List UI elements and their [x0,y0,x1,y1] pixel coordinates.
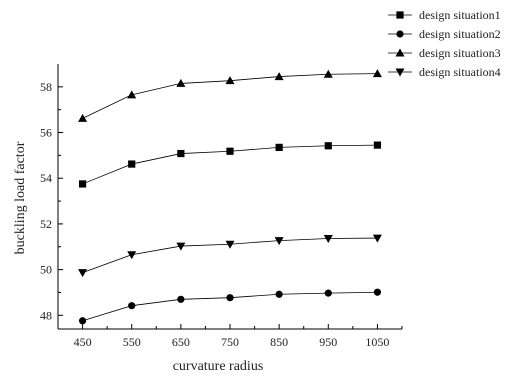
series-2 [78,288,382,325]
data-point [225,240,235,249]
series-3 [78,69,382,122]
y-tick-label: 50 [40,263,52,277]
y-tick-label: 58 [40,80,52,94]
y-tick-label: 48 [40,308,52,322]
data-point [78,113,88,122]
legend-item-3: design situation3 [388,46,501,60]
legend-marker [396,30,404,38]
x-tick-label: 1050 [365,335,389,349]
legend-marker [395,68,405,77]
data-point [275,290,283,298]
data-point [274,237,284,246]
data-point [372,69,382,78]
data-point [226,147,234,155]
data-point [78,269,88,278]
series-layer [78,69,382,325]
x-tick-label: 650 [172,335,190,349]
x-tick-label: 550 [123,335,141,349]
data-point [128,302,136,310]
legend-label: design situation3 [419,46,501,60]
data-point [78,180,87,188]
x-tick-label: 750 [221,335,239,349]
data-point [128,160,136,168]
legend-item-2: design situation2 [388,27,501,41]
data-point [225,76,235,85]
data-point [373,141,382,149]
legend-item-4: design situation4 [388,65,501,79]
data-point [274,72,284,81]
data-point [177,149,185,158]
data-point [324,142,332,150]
data-point [373,288,382,296]
legend-item-1: design situation1 [388,8,501,22]
y-tick-label: 52 [40,217,52,231]
x-tick-label: 450 [74,335,92,349]
data-point [177,295,185,303]
data-point [226,294,234,302]
y-tick-label: 56 [40,126,52,140]
y-tick-label: 54 [40,171,52,185]
data-point [176,78,186,87]
y-axis-title: buckling load factor [13,141,28,254]
data-point [127,251,137,260]
series-1 [78,141,382,188]
data-point [323,69,333,78]
data-point [275,143,283,151]
legend-marker [395,48,405,57]
data-point [176,242,186,251]
data-point [372,234,382,243]
x-tick-label: 950 [319,335,337,349]
legend-label: design situation2 [419,27,501,41]
legend: design situation1 design situation2 design… [388,8,501,79]
data-point [127,90,137,99]
x-tick-label: 850 [270,335,288,349]
data-point [324,289,332,297]
series-4 [78,234,382,278]
data-point [78,317,87,325]
legend-marker [396,11,404,19]
legend-label: design situation1 [419,8,501,22]
data-point [323,235,333,244]
x-axis-title: curvature radius [173,359,264,374]
axes: 48 50 52 54 56 58 450 550 650 750 850 950 1050 [40,64,403,349]
legend-label: design situation4 [419,65,501,79]
